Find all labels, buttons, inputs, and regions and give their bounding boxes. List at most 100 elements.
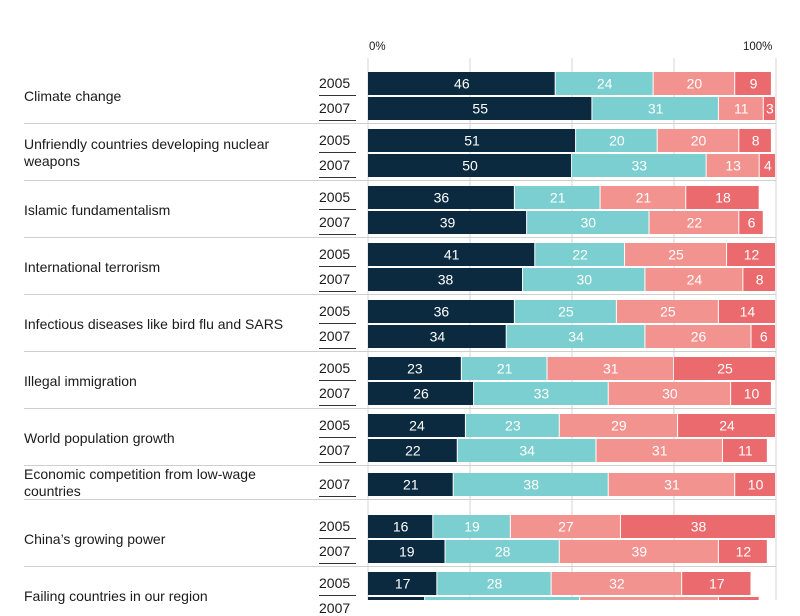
year-label: 2007 [319,543,351,559]
year-label: 2007 [319,385,351,401]
bar-segment [596,439,722,462]
data-label: 20 [609,133,625,149]
year-label: 2005 [319,518,351,534]
data-label: 38 [523,477,539,493]
data-label: 13 [725,158,741,174]
data-label: 50 [462,158,478,174]
data-label: 11 [738,443,753,459]
data-label: 31 [603,361,619,377]
category-label: Illegal immigration [24,372,137,389]
category-label: International terrorism [24,258,161,275]
data-label: 24 [409,418,425,434]
category-label: World population growth [24,429,175,446]
data-label: 34 [568,329,584,345]
data-label: 9 [750,76,758,92]
data-label: 21 [497,361,513,377]
year-label: 2005 [319,417,351,433]
data-label: 33 [632,158,648,174]
bar-segment [572,154,706,177]
year-label: 2007 [319,442,351,458]
data-label: 16 [393,519,409,535]
bar-segment [559,540,718,563]
bar-segment [368,473,453,496]
bar-segment [453,473,608,496]
year-label: 2007 [319,157,351,173]
axis-max-label: 100% [743,41,773,53]
data-label: 36 [434,304,450,320]
bar-segment [368,211,527,234]
data-label: 30 [662,386,678,402]
bar-segment [608,382,731,405]
bar-segment [678,414,775,437]
bar-segment [682,572,751,595]
data-label: 17 [395,576,411,592]
bar-segment [657,129,739,152]
category-label: Infectious diseases like bird flu and SA… [24,315,284,332]
bar-segment [368,243,535,266]
data-label: 21 [636,190,652,206]
data-label: 32 [609,576,625,592]
year-label: 2005 [319,303,351,319]
bar-segment [718,597,759,600]
bar-segment [743,268,775,291]
bar-segment [608,473,735,496]
bar-segment [474,382,608,405]
bar-segment [368,439,457,462]
data-label: 26 [691,329,707,345]
data-label: 24 [597,76,613,92]
bar-segment [368,154,571,177]
bar-segment [368,97,592,120]
stacked-bar-chart: 46 24 20 9 55 31 11 3 51 20 20 8 50 33 13 4 36 21 21 18 39 30… [24,58,777,600]
data-label: 31 [652,443,668,459]
data-label: 25 [668,247,684,263]
data-label: 20 [691,133,707,149]
bar-segment [616,300,718,323]
bar-segment [445,540,559,563]
year-label: 2007 [319,600,351,616]
data-label: 22 [572,247,588,263]
bar-segment [739,129,771,152]
year-label: 2007 [319,214,351,230]
bar-segment [718,97,763,120]
data-label: 22 [405,443,421,459]
bar-segment [368,597,425,600]
bar-segment [751,325,775,348]
bar-segment [592,97,718,120]
data-label: 31 [664,477,680,493]
data-label: 36 [434,190,450,206]
bar-segment [368,186,514,209]
data-label: 25 [660,304,676,320]
bar-segment [722,439,767,462]
data-label: 46 [454,76,470,92]
bar-segment [523,268,645,291]
axis-min-label: 0% [369,41,386,53]
bar-segment [735,72,771,95]
bar-segment [555,72,653,95]
bar-segment [731,382,771,405]
data-label: 23 [505,418,521,434]
year-label: 2005 [319,132,351,148]
data-label: 14 [740,304,756,320]
year-label: 2007 [319,476,351,492]
bar-segment [674,357,775,380]
bar-segment [368,325,506,348]
bar-segment [510,515,620,538]
data-label: 33 [534,386,550,402]
bar-segment [645,325,751,348]
category-label: Unfriendly countries developing nuclear … [24,136,270,169]
data-label: 19 [399,544,415,560]
data-label: 25 [558,304,574,320]
bar-segment [368,382,474,405]
data-label: 29 [611,418,627,434]
bar-segment [433,515,510,538]
bar-segment [514,186,600,209]
bar-segment [625,243,727,266]
data-label: 34 [519,443,535,459]
data-label: 6 [760,329,768,345]
bar-segment [465,414,559,437]
bar-segment [718,300,775,323]
bar-segment [368,515,433,538]
bar-segment [653,72,735,95]
bar-segment [735,473,775,496]
data-label: 8 [756,272,764,288]
